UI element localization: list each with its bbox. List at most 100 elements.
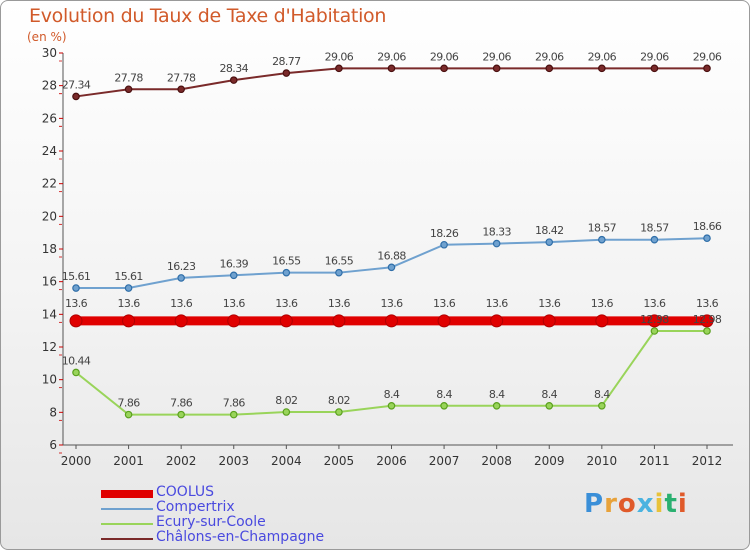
logo-letter: i [677,489,688,519]
data-point [282,408,291,416]
x-tick-label: 2000 [61,454,92,468]
data-point [177,274,185,282]
x-tick-label: 2010 [587,454,618,468]
legend-swatch [101,490,153,498]
data-label: 16.55 [325,255,354,268]
data-point [545,238,554,246]
y-tick-label: 22 [42,177,57,191]
chart-subtitle: (en %) [27,30,67,44]
legend-label: Compertrix [156,499,235,515]
data-point [440,401,448,410]
logo-letter: i [654,489,665,519]
legend-label: COOLUS [156,484,215,500]
data-label: 7.86 [170,397,193,410]
data-label: 8.4 [436,388,452,401]
x-tick-label: 2005 [324,454,355,468]
data-label: 29.06 [588,50,617,63]
data-point [440,64,448,73]
data-label: 15.61 [114,270,143,283]
data-label: 13.6 [486,297,509,310]
data-point [227,314,241,328]
data-label: 27.78 [114,71,143,84]
y-tick-label: 12 [42,340,57,354]
x-tick-label: 2012 [692,454,723,468]
data-point [703,327,711,335]
data-point [650,64,659,73]
y-tick-label: 16 [42,275,57,289]
data-point [174,314,188,328]
data-label: 7.86 [223,397,246,410]
data-point [332,314,346,328]
data-label: 13.6 [380,297,403,310]
data-label: 16.39 [220,257,249,270]
data-label: 29.06 [640,50,669,63]
data-point [650,327,659,335]
y-tick-label: 8 [49,405,57,419]
data-label: 18.33 [482,226,511,239]
data-label: 13.6 [275,297,298,310]
data-label: 29.06 [430,50,459,63]
data-point [229,271,238,280]
y-tick-label: 28 [42,79,57,93]
data-label: 16.88 [377,249,406,262]
data-point [492,64,501,73]
legend-label: Ecury-sur-Coole [156,514,266,530]
data-point [440,240,448,249]
data-label: 29.06 [325,50,354,63]
data-label: 16.23 [167,260,196,273]
data-point [124,85,133,94]
data-label: 18.26 [430,227,459,240]
data-label: 13.6 [538,297,561,310]
legend-label: Châlons-en-Champagne [156,529,325,545]
data-label: 13.6 [170,297,193,310]
x-tick-label: 2004 [271,454,302,468]
proxiti-logo: Proxiti [584,489,688,519]
data-point [492,401,501,410]
data-point [387,64,396,73]
data-point [595,314,609,328]
data-point [492,239,501,248]
data-point [177,410,185,419]
data-label: 8.4 [489,388,505,401]
data-point [282,268,291,277]
data-point [703,64,711,73]
data-label: 10.44 [62,354,91,367]
y-tick-label: 20 [42,209,57,223]
data-point [72,284,80,292]
data-label: 13.6 [433,297,456,310]
data-label: 7.86 [118,397,141,410]
data-point [542,314,556,328]
data-point [124,410,133,419]
legend-swatch [101,538,153,540]
data-label: 18.57 [640,222,669,235]
data-label: 12.98 [640,313,669,326]
logo-letter: P [584,489,605,519]
x-tick-label: 2001 [113,454,144,468]
data-label: 29.06 [377,50,406,63]
data-point [650,235,659,244]
data-label: 27.78 [167,71,196,84]
data-label: 13.6 [118,297,141,310]
chart-title: Evolution du Taux de Taxe d'Habitation [29,5,387,27]
data-label: 13.6 [643,297,666,310]
logo-letter: t [664,489,678,519]
y-tick-label: 26 [42,111,57,125]
data-label: 18.57 [588,222,617,235]
data-label: 29.06 [693,50,722,63]
data-label: 8.4 [384,388,400,401]
data-label: 18.42 [535,224,564,237]
y-tick-label: 14 [42,307,57,321]
data-label: 8.02 [275,394,297,407]
data-point [177,85,185,94]
data-point [335,408,343,416]
data-point [72,368,80,377]
logo-letter: x [636,489,655,519]
data-point [72,92,80,101]
data-label: 15.61 [62,270,91,283]
data-point [647,314,661,328]
logo-letter: o [617,489,637,519]
data-point [335,268,343,277]
legend-swatch [101,508,153,510]
data-label: 28.34 [220,62,249,75]
data-label: 27.34 [62,78,91,91]
